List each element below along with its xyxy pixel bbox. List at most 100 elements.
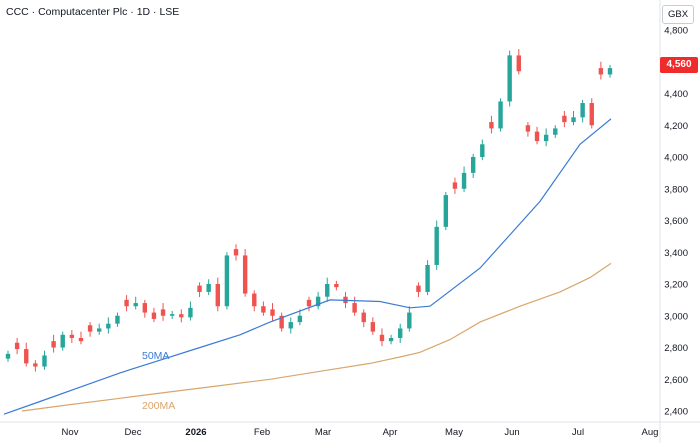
candle-body (534, 131, 540, 142)
time-tick-label: Feb (254, 427, 270, 438)
candle-body (571, 117, 576, 123)
candle-body (297, 315, 303, 323)
candle-body (24, 349, 29, 364)
time-tick-label: Nov (62, 427, 79, 438)
time-tick-label: 2026 (185, 427, 206, 438)
ma50-label: 50MA (142, 350, 169, 362)
candle-body (516, 55, 521, 72)
candle-body (470, 157, 476, 173)
candle-body (215, 284, 220, 307)
candle-body (169, 314, 175, 316)
candle-body (288, 322, 293, 329)
price-tick-label: 4,200 (664, 121, 688, 132)
candle-body (133, 303, 138, 307)
candle-body (607, 68, 613, 75)
candle-body (580, 103, 585, 118)
candle-body (425, 264, 430, 292)
candlestick-series (5, 49, 613, 372)
candle-body (160, 309, 166, 316)
time-tick-label: Jul (572, 427, 584, 438)
candle-body (142, 303, 148, 313)
candle-body (407, 312, 412, 329)
time-tick-label: Apr (383, 427, 398, 438)
candle-body (325, 284, 330, 297)
price-tick-label: 3,800 (664, 184, 688, 195)
time-tick-label: May (445, 427, 463, 438)
price-tick-label: 4,400 (664, 89, 688, 100)
candle-body (443, 195, 449, 227)
candle-body (589, 103, 594, 126)
candle-body (14, 342, 20, 350)
price-axis[interactable]: 2,400 2,600 2,800 3,000 3,200 3,400 3,600 3,800… (664, 26, 688, 418)
candle-body (69, 334, 75, 338)
currency-button[interactable]: GBX (662, 5, 694, 24)
price-tick-label: 3,000 (664, 311, 688, 322)
candle-body (598, 68, 604, 75)
candle-body (553, 128, 558, 135)
time-tick-label: Aug (642, 427, 659, 438)
candle-body (306, 299, 312, 307)
candle-body (78, 337, 84, 342)
candle-body (87, 325, 93, 332)
candle-body (188, 307, 193, 318)
price-tick-label: 3,200 (664, 280, 688, 291)
candle-body (498, 101, 503, 129)
candle-body (106, 323, 111, 329)
price-tick-label: 2,400 (664, 407, 688, 418)
candle-body (60, 334, 65, 348)
candle-body (334, 284, 339, 288)
price-tick-label: 3,600 (664, 216, 688, 227)
price-tick-label: 2,600 (664, 375, 688, 386)
candle-body (270, 309, 275, 316)
candle-body (416, 285, 421, 292)
candle-body (233, 249, 239, 256)
ma200-label: 200MA (142, 400, 175, 412)
candle-body (507, 55, 512, 102)
candle-body (5, 353, 11, 359)
time-tick-label: Mar (315, 427, 331, 438)
candle-body (179, 314, 184, 318)
candle-body (151, 312, 157, 319)
price-tick-label: 4,000 (664, 153, 688, 164)
candle-body (434, 226, 439, 265)
candle-body (452, 182, 458, 189)
candle-body (398, 328, 403, 338)
candle-body (279, 315, 284, 329)
candle-body (51, 341, 56, 348)
price-tick-label: 2,800 (664, 343, 688, 354)
ma50-line (3, 118, 612, 415)
candle-body (261, 306, 266, 313)
candle-body (242, 255, 248, 294)
candle-body (42, 355, 47, 367)
candle-body (525, 125, 531, 132)
time-tick-label: Dec (125, 427, 142, 438)
candle-body (352, 303, 357, 313)
candle-body (562, 115, 567, 123)
candle-body (480, 144, 485, 157)
time-tick-label: Jun (504, 427, 519, 438)
candle-body (206, 284, 211, 292)
candle-body (489, 122, 494, 129)
candle-body (252, 293, 257, 307)
candle-body (197, 285, 202, 292)
time-axis[interactable]: Nov Dec 2026 Feb Mar Apr May Jun Jul Aug (62, 427, 659, 438)
candle-body (379, 334, 385, 342)
candle-body (543, 134, 549, 142)
price-tick-label: 4,800 (664, 26, 688, 37)
candle-body (315, 296, 321, 307)
ma200-line (21, 262, 612, 412)
candle-body (224, 255, 230, 307)
candle-body (33, 363, 38, 367)
candle-body (124, 299, 129, 307)
last-price-tag: 4,560 (660, 57, 698, 73)
candle-body (115, 315, 120, 324)
candle-body (370, 322, 376, 332)
candle-body (97, 328, 102, 332)
candle-body (388, 337, 394, 342)
candle-body (461, 172, 467, 189)
candle-body (361, 312, 366, 323)
price-tick-label: 3,400 (664, 248, 688, 259)
chart-title: CCC · Computacenter Plc · 1D · LSE (6, 6, 180, 18)
